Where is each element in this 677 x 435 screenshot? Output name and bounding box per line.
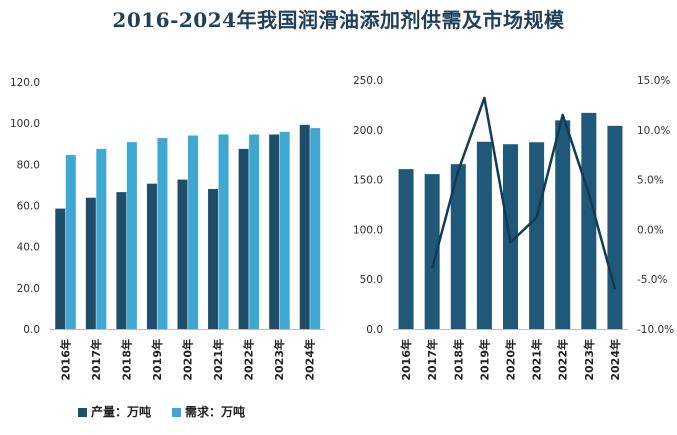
right-bar-market [424, 174, 440, 329]
left-x-tick: 2017年 [89, 339, 103, 381]
left-bar-production [116, 192, 127, 329]
right-bar-market [476, 141, 492, 329]
left-x-tick: 2016年 [58, 339, 72, 381]
right-x-tick: 2019年 [477, 339, 491, 381]
right-x-tick: 2016年 [399, 339, 413, 381]
left-y-tick: 40.0 [17, 242, 40, 254]
right-y-tick: 0.0 [366, 324, 383, 336]
right-y2-tick: -5.0% [637, 274, 667, 286]
legend-production: 产量：万吨 [78, 403, 151, 420]
left-x-tick: 2019年 [150, 339, 164, 381]
right-x-tick: 2018年 [451, 339, 465, 381]
chart-title: 2016-2024年我国润滑油添加剂供需及市场规模 [112, 8, 565, 32]
right-x-tick: 2022年 [556, 339, 570, 381]
legend-demand-swatch [172, 408, 181, 417]
right-x-tick: 2017年 [425, 339, 439, 381]
right-bar-market [450, 164, 466, 329]
right-bar-market [607, 125, 623, 329]
right-x-tick: 2020年 [504, 339, 518, 381]
left-bar-demand [126, 142, 137, 329]
right-y2-tick: -10.0% [637, 324, 674, 336]
left-bar-demand [96, 148, 107, 329]
left-y-tick: 0.0 [23, 324, 40, 336]
left-bar-production [269, 134, 280, 329]
legend-demand: 需求：万吨 [172, 403, 245, 420]
left-x-tick: 2018年 [119, 339, 133, 381]
left-x-tick: 2021年 [211, 339, 225, 381]
right-x-tick: 2023年 [582, 339, 596, 381]
right-y2-tick: 10.0% [637, 125, 670, 137]
right-bar-market [581, 112, 597, 329]
left-x-tick: 2024年 [303, 339, 317, 381]
right-y-tick: 150.0 [353, 175, 383, 187]
left-bar-demand [310, 128, 321, 329]
left-bar-production [146, 183, 157, 329]
left-bar-demand [157, 137, 168, 329]
left-bar-production [208, 189, 219, 329]
left-x-tick: 2022年 [242, 339, 256, 381]
left-bar-demand [218, 134, 229, 329]
right-x-tick: 2021年 [530, 339, 544, 381]
left-bar-production [85, 197, 96, 329]
right-bar-market [529, 142, 545, 329]
right-y2-tick: 15.0% [637, 75, 670, 87]
right-bar-market [398, 169, 414, 329]
left-bar-demand [188, 135, 198, 329]
left-bar-production [238, 148, 249, 329]
right-growth-line [430, 96, 617, 290]
left-bar-demand [279, 131, 290, 329]
right-x-tick: 2024年 [608, 339, 622, 381]
right-bar-market [555, 120, 571, 329]
left-y-tick: 80.0 [17, 159, 40, 171]
left-bar-production [55, 208, 66, 329]
right-y2-tick: 5.0% [637, 175, 664, 187]
left-bar-demand [249, 134, 260, 329]
right-y-tick: 50.0 [360, 274, 383, 286]
left-bar-production [177, 179, 188, 329]
left-y-tick: 120.0 [10, 77, 40, 89]
right-y-tick: 250.0 [353, 75, 383, 87]
left-x-tick: 2020年 [181, 339, 195, 381]
right-y-tick: 200.0 [353, 125, 383, 137]
legend-production-label: 产量：万吨 [91, 405, 152, 419]
left-bar-production [299, 124, 310, 330]
right-y2-tick: 0.0% [637, 224, 664, 236]
left-y-tick: 20.0 [17, 283, 40, 295]
legend-demand-label: 需求：万吨 [185, 405, 246, 419]
left-bar-demand [65, 155, 76, 329]
left-x-tick: 2023年 [272, 339, 286, 381]
left-y-tick: 60.0 [17, 201, 40, 213]
legend-production-swatch [78, 408, 87, 417]
left-y-tick: 100.0 [10, 118, 40, 130]
right-y-tick: 100.0 [353, 224, 383, 236]
